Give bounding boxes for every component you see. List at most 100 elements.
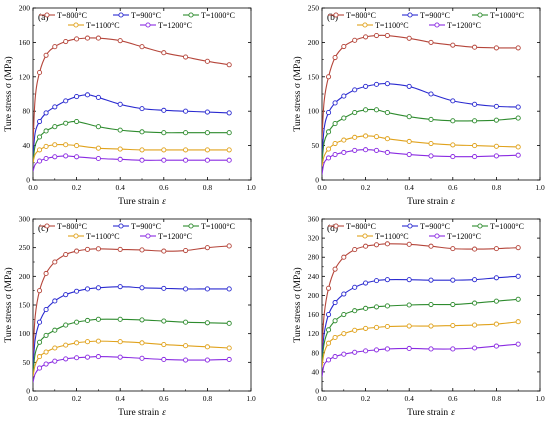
- data-point: [472, 300, 478, 306]
- data-point: [52, 44, 58, 50]
- series-T800: [322, 241, 521, 349]
- data-point: [117, 146, 123, 152]
- series-line: [33, 155, 230, 172]
- data-point: [161, 356, 167, 363]
- legend-label: T=1200°C: [447, 21, 481, 30]
- y-tick-label: 360: [308, 215, 320, 224]
- data-point: [352, 349, 358, 355]
- x-tick-label: 1.0: [535, 183, 545, 192]
- data-point: [74, 94, 80, 100]
- legend-marker: [73, 233, 79, 239]
- data-point: [117, 127, 123, 133]
- data-point: [515, 273, 521, 279]
- data-point: [226, 320, 232, 326]
- data-point: [52, 358, 58, 364]
- data-point: [95, 338, 101, 344]
- data-point: [36, 354, 43, 360]
- series-line: [33, 120, 230, 163]
- y-tick-label: 100: [308, 107, 320, 116]
- data-point: [84, 354, 91, 360]
- data-point: [428, 153, 434, 159]
- data-point: [36, 365, 43, 371]
- data-point: [363, 83, 369, 89]
- legend-item: T=800°C: [328, 11, 376, 20]
- data-point: [84, 317, 91, 324]
- data-point: [450, 322, 456, 329]
- data-point: [325, 74, 332, 80]
- data-point: [161, 147, 167, 153]
- data-point: [204, 357, 210, 363]
- x-tick-label: 0.0: [28, 394, 38, 403]
- series-T1100: [322, 133, 521, 167]
- y-tick-label: 80: [23, 107, 31, 116]
- data-point: [515, 144, 521, 150]
- data-point: [226, 286, 232, 292]
- data-point: [352, 134, 358, 140]
- data-point: [43, 143, 49, 150]
- legend-marker: [407, 12, 413, 18]
- data-point: [493, 275, 499, 281]
- x-tick-label: 0.2: [72, 394, 82, 403]
- data-point: [341, 115, 347, 121]
- data-point: [43, 307, 49, 313]
- y-tick-label: 100: [19, 329, 31, 338]
- data-point: [406, 345, 412, 352]
- series-T900: [33, 284, 232, 369]
- series-line: [322, 83, 519, 160]
- data-point: [161, 248, 167, 254]
- data-point: [36, 147, 43, 153]
- legend-label: T=800°C: [57, 11, 87, 20]
- data-point: [406, 302, 412, 308]
- data-point: [406, 138, 412, 145]
- legend-marker: [188, 223, 194, 229]
- x-tick-label: 0.4: [405, 394, 415, 403]
- data-point: [43, 332, 49, 338]
- y-tick-label: 320: [308, 234, 320, 243]
- data-point: [95, 35, 101, 41]
- data-point: [325, 146, 332, 152]
- data-point: [373, 147, 380, 153]
- x-axis-label-symbol: ε: [451, 408, 455, 418]
- data-point: [493, 153, 499, 159]
- legend-item: T=1100°C: [68, 232, 120, 241]
- data-point: [183, 343, 189, 349]
- y-tick-label: 40: [312, 367, 320, 376]
- y-tick-label: 0: [26, 387, 30, 396]
- data-point: [52, 124, 58, 130]
- data-point: [74, 36, 80, 42]
- data-point: [363, 133, 369, 139]
- data-point: [226, 147, 232, 153]
- data-point: [63, 356, 69, 362]
- x-tick-label: 0.6: [159, 183, 169, 192]
- panel-c: 0.0 0.2 0.4 0.6 0.8 1.0 0 50 100 150 200 250 300 Ture…: [3, 215, 256, 419]
- data-point: [515, 104, 521, 110]
- data-point: [472, 154, 478, 160]
- data-point: [204, 58, 210, 64]
- legend-marker: [118, 223, 124, 229]
- data-point: [36, 118, 43, 125]
- x-tick-label: 1.0: [535, 394, 545, 403]
- data-point: [373, 347, 380, 353]
- data-point: [183, 286, 189, 292]
- data-point: [139, 247, 145, 253]
- y-tick-label: 200: [19, 4, 31, 13]
- legend-marker: [188, 12, 194, 18]
- y-axis-label: Ture stress σ (MPa): [292, 56, 303, 131]
- data-point: [161, 130, 167, 136]
- data-point: [450, 246, 456, 252]
- data-point: [95, 155, 101, 162]
- legend-item: T=900°C: [402, 222, 450, 231]
- data-point: [373, 278, 380, 284]
- legend-marker: [362, 233, 368, 239]
- data-point: [352, 284, 358, 290]
- data-point: [204, 109, 210, 115]
- data-point: [84, 339, 91, 345]
- data-point: [384, 32, 390, 39]
- data-point: [226, 130, 232, 136]
- legend-item: T=1000°C: [472, 11, 524, 20]
- series-T800: [33, 35, 232, 146]
- data-point: [52, 327, 58, 333]
- data-point: [63, 322, 69, 328]
- legend-item: T=900°C: [402, 11, 450, 20]
- data-point: [384, 110, 390, 116]
